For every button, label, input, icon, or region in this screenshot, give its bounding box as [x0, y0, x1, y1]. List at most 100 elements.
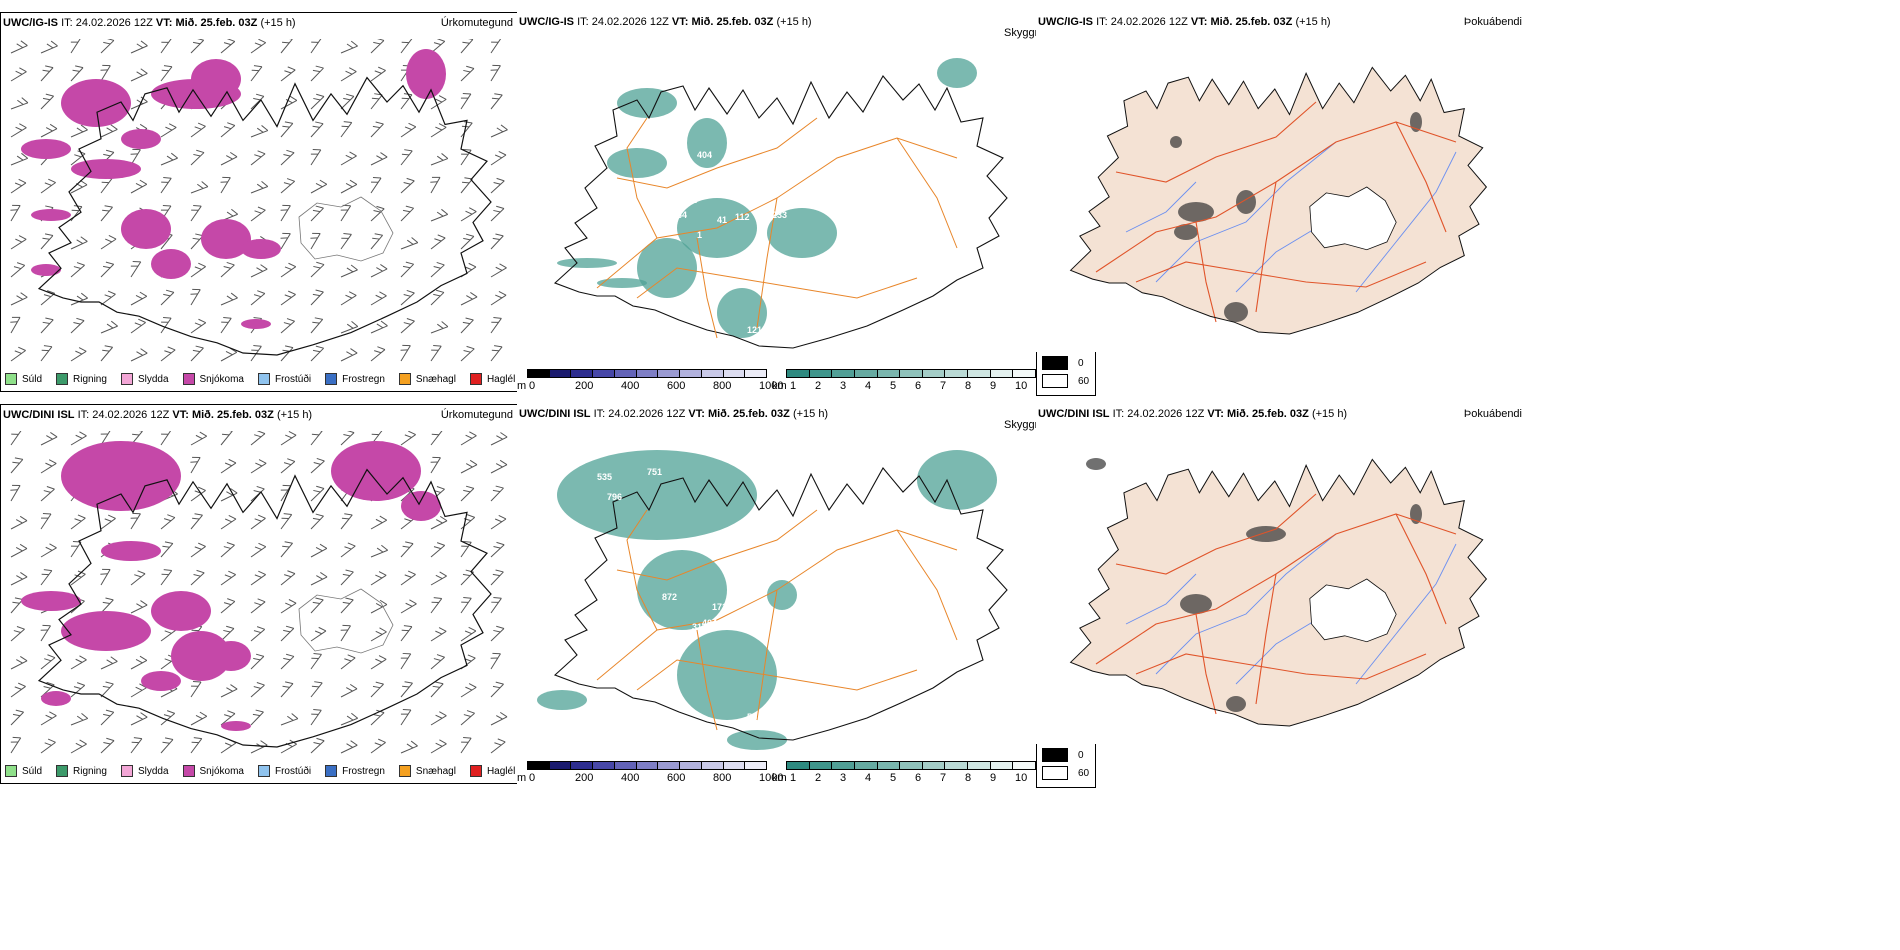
legend-item: Haglél — [469, 373, 515, 385]
height-tick: 1000 — [759, 772, 784, 784]
wind-barb — [250, 125, 269, 138]
wind-barb — [430, 261, 445, 278]
wind-barb — [160, 514, 176, 530]
fog-key-low-label: 0 — [1078, 749, 1084, 761]
precip-type-panel: UWC/DINI ISL IT: 24.02.2026 12Z VT: Mið.… — [0, 404, 518, 784]
wind-barb — [490, 485, 504, 502]
visibility-tick: 7 — [940, 772, 947, 784]
wind-barb — [190, 205, 202, 222]
wind-barb — [100, 345, 114, 362]
wind-barb — [280, 204, 291, 222]
wind-barb — [220, 292, 238, 306]
wind-barb — [370, 39, 385, 54]
wind-barb — [430, 176, 441, 194]
wind-barb — [460, 92, 472, 110]
wind-barb — [10, 152, 29, 166]
snow-area — [41, 691, 71, 706]
wind-barb — [370, 66, 386, 82]
wind-barb — [220, 542, 235, 558]
wind-barb — [490, 432, 508, 446]
wind-barb — [70, 262, 85, 278]
low-visibility-area — [557, 258, 617, 268]
fog-area — [1410, 504, 1422, 524]
wind-barb — [160, 39, 172, 54]
wind-barb — [220, 317, 232, 334]
height-tick: 400 — [621, 380, 640, 392]
wind-barb — [460, 485, 475, 502]
wind-barb — [40, 93, 54, 110]
wind-barb — [340, 569, 354, 586]
low-visibility-area — [537, 690, 587, 710]
cloud-base-label: 171 — [712, 602, 727, 612]
wind-barb — [220, 208, 239, 222]
fog-area — [1246, 526, 1286, 542]
wind-barb — [400, 708, 412, 726]
road — [1255, 181, 1277, 313]
wind-barb — [460, 65, 475, 82]
wind-barb — [490, 597, 502, 614]
road — [616, 509, 818, 581]
wind-barb — [430, 208, 449, 222]
wind-barb — [250, 459, 267, 474]
wind-barb — [100, 737, 115, 754]
wind-barb — [160, 65, 173, 82]
wind-barb — [130, 655, 148, 670]
height-tick: 200 — [575, 772, 594, 784]
wind-barb — [40, 569, 53, 586]
legend-swatch — [182, 765, 195, 777]
visibility-tick: 9 — [990, 772, 997, 784]
wind-barb — [130, 512, 141, 530]
snow-area — [401, 491, 441, 521]
cloud-base-label: 751 — [647, 467, 662, 477]
wind-barb — [40, 459, 57, 474]
wind-barb — [220, 684, 238, 698]
wind-barb — [310, 93, 325, 110]
wind-barb — [430, 321, 449, 334]
wind-barb — [490, 625, 505, 642]
cloud-base-label: 233 — [772, 210, 787, 220]
wind-barb — [10, 178, 27, 194]
wind-barb — [190, 288, 201, 306]
wind-barb — [40, 345, 53, 362]
wind-barb — [400, 541, 414, 558]
wind-barb — [340, 654, 356, 670]
wind-barb — [310, 709, 322, 726]
wind-barb — [280, 431, 297, 446]
fog-key-low-label: 0 — [1078, 357, 1084, 369]
wind-barb — [40, 233, 54, 250]
legend-swatch — [257, 373, 270, 385]
wind-barb — [190, 431, 207, 446]
legend-swatch — [469, 373, 482, 385]
wind-barb — [340, 321, 359, 334]
visibility-tick: 6 — [915, 380, 922, 392]
wind-barb — [490, 738, 506, 754]
legend-label: Slydda — [137, 765, 169, 777]
panel-header: UWC/IG-IS IT: 24.02.2026 12Z VT: Mið. 25… — [519, 16, 812, 28]
legend-label: Súld — [22, 373, 43, 385]
low-visibility-area — [717, 288, 767, 338]
wind-barb — [10, 346, 26, 362]
wind-barb — [370, 571, 387, 586]
wind-barb — [70, 236, 88, 250]
wind-barb — [340, 233, 352, 250]
wind-barb — [160, 289, 175, 306]
wind-barb — [460, 262, 477, 278]
visibility-tick: 4 — [865, 380, 872, 392]
wind-barb — [100, 320, 118, 334]
wind-barb — [190, 513, 203, 530]
fog-title: Þokuábendi — [1463, 408, 1522, 420]
wind-barb — [310, 457, 325, 474]
fog-index-key: 0 60 — [1036, 350, 1096, 396]
visibility-unit: km — [772, 772, 787, 784]
wind-barb — [490, 64, 501, 82]
legend-swatch — [182, 373, 195, 385]
wind-barb — [400, 39, 413, 54]
model-name: UWC/IG-IS — [3, 17, 58, 29]
wind-barb — [10, 204, 21, 222]
fog-key-high-swatch — [1042, 766, 1068, 780]
low-visibility-area — [607, 148, 667, 178]
height-tick: 600 — [667, 772, 686, 784]
wind-barb — [220, 458, 237, 474]
wind-barb — [130, 291, 148, 306]
fog-index-map — [1069, 66, 1488, 335]
